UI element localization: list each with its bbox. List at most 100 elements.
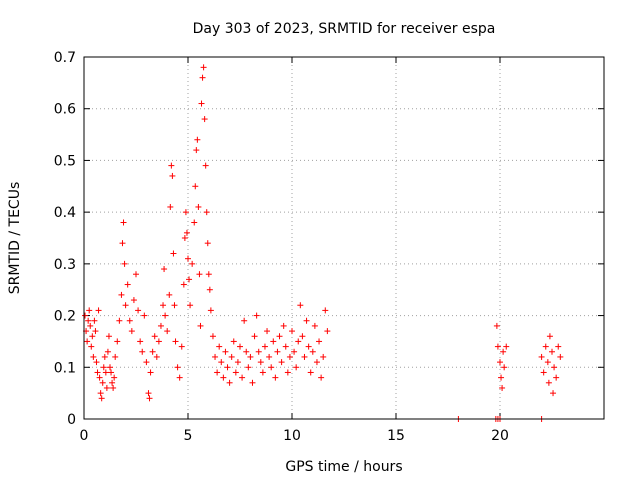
- data-point: [137, 338, 144, 345]
- data-point: [557, 353, 564, 360]
- data-point: [130, 297, 137, 304]
- data-point: [253, 312, 260, 319]
- data-point: [299, 333, 306, 340]
- data-point: [88, 343, 95, 350]
- data-point: [105, 333, 112, 340]
- data-point: [251, 333, 258, 340]
- data-point: [186, 276, 193, 283]
- data-point: [498, 374, 505, 381]
- data-point: [84, 338, 91, 345]
- data-point: [124, 281, 131, 288]
- data-point: [192, 183, 199, 190]
- data-point: [202, 162, 209, 169]
- data-point: [309, 348, 316, 355]
- y-tick-label: 0.3: [54, 257, 76, 273]
- data-point: [107, 364, 113, 371]
- data-point: [542, 343, 549, 350]
- data-point: [109, 379, 116, 386]
- data-point: [196, 271, 203, 278]
- data-point: [274, 348, 281, 355]
- data-point: [234, 359, 241, 366]
- data-point: [207, 307, 214, 314]
- data-point: [493, 322, 500, 329]
- y-tick-label: 0.5: [54, 153, 76, 169]
- axis-ticks: 0 0.1 0.2 0.3 0.4 0.5 0.6 0.7 0 5 10 15 20: [54, 50, 604, 444]
- data-point: [187, 302, 194, 309]
- x-tick-label: 20: [491, 428, 509, 444]
- data-point: [92, 328, 99, 335]
- data-point: [259, 369, 266, 376]
- data-point: [161, 266, 168, 273]
- data-point: [143, 359, 150, 366]
- data-point: [540, 369, 547, 376]
- data-point: [270, 338, 277, 345]
- data-point: [116, 317, 123, 324]
- data-point: [501, 364, 508, 371]
- data-point: [178, 343, 185, 350]
- data-point: [266, 353, 273, 360]
- data-point: [546, 333, 553, 340]
- data-point: [549, 348, 555, 355]
- data-point: [201, 116, 208, 123]
- data-point: [135, 307, 142, 314]
- data-point: [214, 369, 221, 376]
- data-point: [149, 348, 156, 355]
- data-point: [168, 162, 175, 169]
- data-point: [122, 302, 129, 309]
- data-point: [551, 364, 558, 371]
- data-point: [111, 374, 118, 381]
- data-point: [268, 364, 275, 371]
- data-point: [553, 374, 560, 381]
- data-point: [172, 338, 179, 345]
- data-point: [293, 364, 300, 371]
- x-tick-label: 5: [184, 428, 193, 444]
- data-point: [189, 260, 196, 267]
- data-point: [241, 317, 248, 324]
- data-point: [555, 343, 562, 350]
- data-point: [128, 328, 135, 335]
- data-point: [206, 286, 213, 293]
- data-point: [313, 359, 320, 366]
- data-point: [204, 240, 211, 247]
- data-point: [157, 322, 164, 329]
- data-point: [95, 307, 102, 314]
- data-point: [272, 374, 279, 381]
- data-point: [320, 353, 327, 360]
- data-point: [230, 338, 237, 345]
- data-point: [90, 353, 97, 360]
- data-point: [112, 353, 119, 360]
- data-point: [284, 369, 291, 376]
- data-point: [316, 338, 323, 345]
- data-point: [182, 209, 189, 216]
- data-point: [121, 260, 128, 267]
- data-point: [307, 369, 314, 376]
- data-point: [311, 322, 318, 329]
- y-tick-label: 0.7: [54, 50, 76, 66]
- data-point: [295, 338, 302, 345]
- data-point: [318, 374, 325, 381]
- data-point: [544, 359, 551, 366]
- data-point: [180, 281, 187, 288]
- data-point: [301, 353, 308, 360]
- data-point: [239, 374, 246, 381]
- data-point: [245, 364, 252, 371]
- data-point: [110, 384, 117, 391]
- data-point: [324, 328, 331, 335]
- data-point: [114, 338, 121, 345]
- data-point: [174, 364, 181, 371]
- x-tick-label: 15: [387, 428, 405, 444]
- data-point: [216, 343, 223, 350]
- data-point: [276, 333, 283, 340]
- data-point: [170, 250, 177, 257]
- data-point: [169, 172, 176, 179]
- data-point: [185, 255, 191, 262]
- data-point: [118, 291, 125, 298]
- y-tick-label: 0: [67, 412, 76, 428]
- data-point: [101, 353, 108, 360]
- data-point: [191, 219, 198, 226]
- x-tick-label: 0: [80, 428, 89, 444]
- data-point: [119, 240, 126, 247]
- data-point: [195, 203, 202, 210]
- data-point: [278, 359, 285, 366]
- data-point: [538, 353, 545, 360]
